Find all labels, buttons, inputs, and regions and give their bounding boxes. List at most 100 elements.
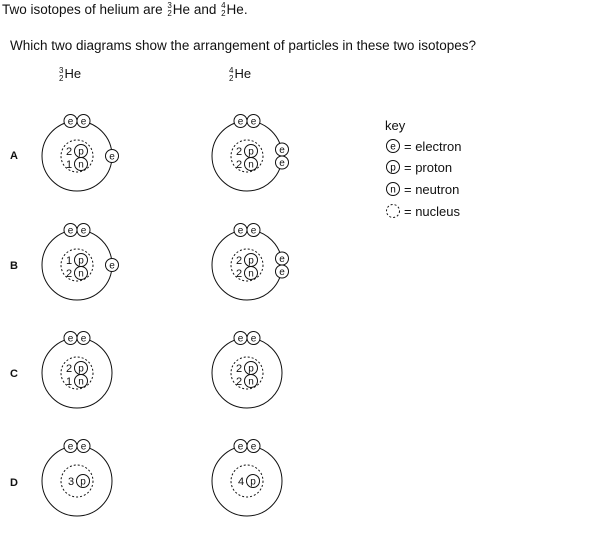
atom-d-right-electron-top-letter: e xyxy=(251,442,257,453)
atom-d-left-nucleus xyxy=(60,464,94,498)
atom-c-left-electron-top-letter: e xyxy=(68,334,74,345)
atom-d-right-electron-top xyxy=(246,439,261,453)
atom-b-right-electron-side xyxy=(275,264,289,279)
atom-d-right-proton xyxy=(246,474,260,488)
question-line-1: Two isotopes of helium are 3 2 He and 4 2 He… xyxy=(2,1,248,19)
atom-b-left-electron-side-letter: e xyxy=(109,261,115,272)
atom-b-left-electron-top-letter: e xyxy=(68,226,74,237)
question-line-2: Which two diagrams show the arrangement … xyxy=(10,38,476,53)
atom-a-left-nucleus xyxy=(60,139,94,173)
atom-c-right-neutron-letter: n xyxy=(248,377,254,388)
atom-a-left-electron-top xyxy=(76,114,91,128)
atom-b-right-proton-letter: p xyxy=(248,256,254,267)
neutron-icon: n xyxy=(386,182,400,196)
atom-c-left-neutron-letter: n xyxy=(78,377,84,388)
atom-a-right-electron-side-letter: e xyxy=(279,145,285,156)
column-heading-he4: 4 2 He xyxy=(229,65,252,83)
svg-text:p: p xyxy=(390,163,396,174)
atom-a-left-electron-top-letter: e xyxy=(68,117,74,128)
electron-icon: e xyxy=(386,139,400,153)
svg-text:e: e xyxy=(390,142,396,153)
atom-b-left-proton-count: 1 xyxy=(66,255,72,267)
atom-b-left-neutron-letter: n xyxy=(78,269,84,280)
atom-c-left-proton-count: 2 xyxy=(66,363,72,375)
atom-a-right-electron-top xyxy=(246,114,261,128)
atom-d-left-proton xyxy=(76,474,90,488)
atom-b-right-electron-side-letter: e xyxy=(279,267,285,278)
atom-b-right-electron-side-letter: e xyxy=(279,254,285,265)
atom-a-right-electron-side xyxy=(275,155,289,170)
atom-a-right-electron-top-letter: e xyxy=(251,117,257,128)
atom-d-left-proton-letter: p xyxy=(80,477,86,488)
atom-a-left-electron-side-letter: e xyxy=(109,152,115,163)
row-label-a: A xyxy=(10,150,18,162)
atom-d-right-electron-top-letter: e xyxy=(238,442,244,453)
isotope-he4-inline: 4 2 He xyxy=(221,1,244,19)
atom-b-right-electron-top-letter: e xyxy=(251,226,257,237)
atom-d-right-proton-letter: p xyxy=(250,477,256,488)
svg-text:n: n xyxy=(390,185,396,196)
atom-b-left-proton-letter: p xyxy=(78,256,84,267)
atom-d-left-electron-top xyxy=(76,439,91,453)
atom-c-left-neutron-count: 1 xyxy=(66,376,72,388)
atom-b-right-proton-count: 2 xyxy=(236,255,242,267)
atom-a-right-electron-side-letter: e xyxy=(279,158,285,169)
atom-a-right-proton-count: 2 xyxy=(236,146,242,158)
key-nucleus: = nucleus xyxy=(385,203,460,219)
atom-d-left-proton-count: 3 xyxy=(68,476,74,488)
atom-a-left-neutron-letter: n xyxy=(78,160,84,171)
atom-a-left-electron-top-letter: e xyxy=(81,117,87,128)
atom-c-right-proton-letter: p xyxy=(248,364,254,375)
atom-a-right-neutron xyxy=(244,157,258,171)
atom-c-right-neutron xyxy=(244,374,258,388)
key-electron: e = electron xyxy=(385,138,461,154)
atom-b-right-neutron-count: 2 xyxy=(236,268,242,280)
atom-c-left-electron-top xyxy=(76,331,91,345)
atom-c-left-electron-top-letter: e xyxy=(81,334,87,345)
atom-b-right-neutron-letter: n xyxy=(248,269,254,280)
atom-a-left-neutron xyxy=(74,157,88,171)
key-neutron: n = neutron xyxy=(385,181,459,197)
atom-c-left-neutron xyxy=(74,374,88,388)
atom-d-left-electron-top-letter: e xyxy=(81,442,87,453)
row-label-b: B xyxy=(10,260,18,272)
isotope-he3-inline: 3 2 He xyxy=(167,1,191,19)
atom-b-left-neutron xyxy=(74,266,88,280)
key-proton: p = proton xyxy=(385,159,452,175)
nucleus-icon xyxy=(386,204,400,218)
atom-c-right-electron-top-letter: e xyxy=(251,334,257,345)
atom-c-right-neutron-count: 2 xyxy=(236,376,242,388)
key-title: key xyxy=(385,118,406,133)
atom-b-left-electron-top xyxy=(76,223,91,237)
row-label-c: C xyxy=(10,368,18,380)
question-intro: Two isotopes of helium are xyxy=(2,2,167,17)
atom-b-right-neutron xyxy=(244,266,258,280)
atom-b-right-electron-top xyxy=(246,223,261,237)
atom-a-left-electron-side xyxy=(105,149,119,163)
atom-c-right-electron-top-letter: e xyxy=(238,334,244,345)
atom-a-left-neutron-count: 1 xyxy=(66,159,72,171)
atom-c-right-nucleus xyxy=(230,356,264,390)
atom-a-left-proton-count: 2 xyxy=(66,146,72,158)
atom-b-right-electron-top-letter: e xyxy=(238,226,244,237)
atom-a-right-proton-letter: p xyxy=(248,147,254,158)
atom-b-left-electron-side xyxy=(105,258,119,272)
row-label-d: D xyxy=(10,477,18,489)
atom-c-left-proton-letter: p xyxy=(78,364,84,375)
atom-d-right-nucleus xyxy=(230,464,264,498)
atom-c-right-proton-count: 2 xyxy=(236,363,242,375)
atom-d-right-proton-count: 4 xyxy=(238,476,244,488)
atom-b-right-nucleus xyxy=(230,248,264,282)
atom-a-right-nucleus xyxy=(230,139,264,173)
atom-a-right-neutron-letter: n xyxy=(248,160,254,171)
atom-c-left-nucleus xyxy=(60,356,94,390)
atom-b-left-nucleus xyxy=(60,248,94,282)
atom-d-left-electron-top-letter: e xyxy=(68,442,74,453)
proton-icon: p xyxy=(386,160,400,174)
atom-a-right-electron-top-letter: e xyxy=(238,117,244,128)
atom-a-right-neutron-count: 2 xyxy=(236,159,242,171)
column-heading-he3: 3 2 He xyxy=(59,65,82,83)
atom-a-left-proton-letter: p xyxy=(78,147,84,158)
atom-c-right-electron-top xyxy=(246,331,261,345)
